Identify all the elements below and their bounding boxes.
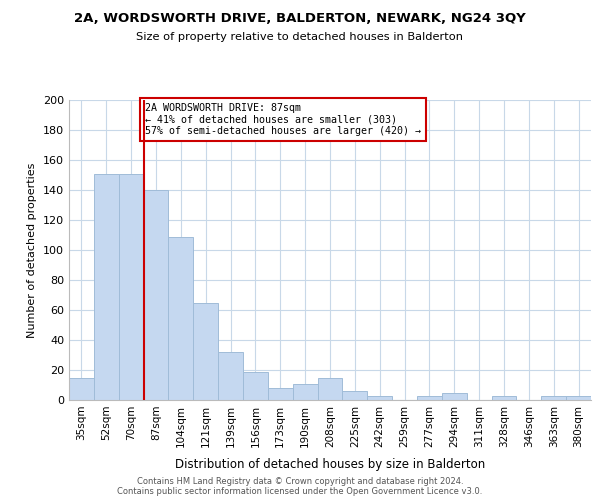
Bar [417, 396, 442, 400]
Text: Size of property relative to detached houses in Balderton: Size of property relative to detached ho… [137, 32, 464, 42]
Bar [317, 378, 343, 400]
X-axis label: Distribution of detached houses by size in Balderton: Distribution of detached houses by size … [175, 458, 485, 471]
Bar [218, 352, 243, 400]
Y-axis label: Number of detached properties: Number of detached properties [28, 162, 37, 338]
Bar [343, 391, 367, 400]
Bar [193, 302, 218, 400]
Text: 2A, WORDSWORTH DRIVE, BALDERTON, NEWARK, NG24 3QY: 2A, WORDSWORTH DRIVE, BALDERTON, NEWARK,… [74, 12, 526, 26]
Text: 2A WORDSWORTH DRIVE: 87sqm
← 41% of detached houses are smaller (303)
57% of sem: 2A WORDSWORTH DRIVE: 87sqm ← 41% of deta… [145, 103, 421, 136]
Bar [442, 392, 467, 400]
Bar [541, 396, 566, 400]
Bar [119, 174, 143, 400]
Bar [169, 236, 193, 400]
Bar [243, 372, 268, 400]
Bar [566, 396, 591, 400]
Bar [143, 190, 169, 400]
Bar [268, 388, 293, 400]
Text: Contains public sector information licensed under the Open Government Licence v3: Contains public sector information licen… [118, 487, 482, 496]
Bar [367, 396, 392, 400]
Bar [293, 384, 317, 400]
Bar [69, 378, 94, 400]
Bar [94, 174, 119, 400]
Bar [491, 396, 517, 400]
Text: Contains HM Land Registry data © Crown copyright and database right 2024.: Contains HM Land Registry data © Crown c… [137, 477, 463, 486]
